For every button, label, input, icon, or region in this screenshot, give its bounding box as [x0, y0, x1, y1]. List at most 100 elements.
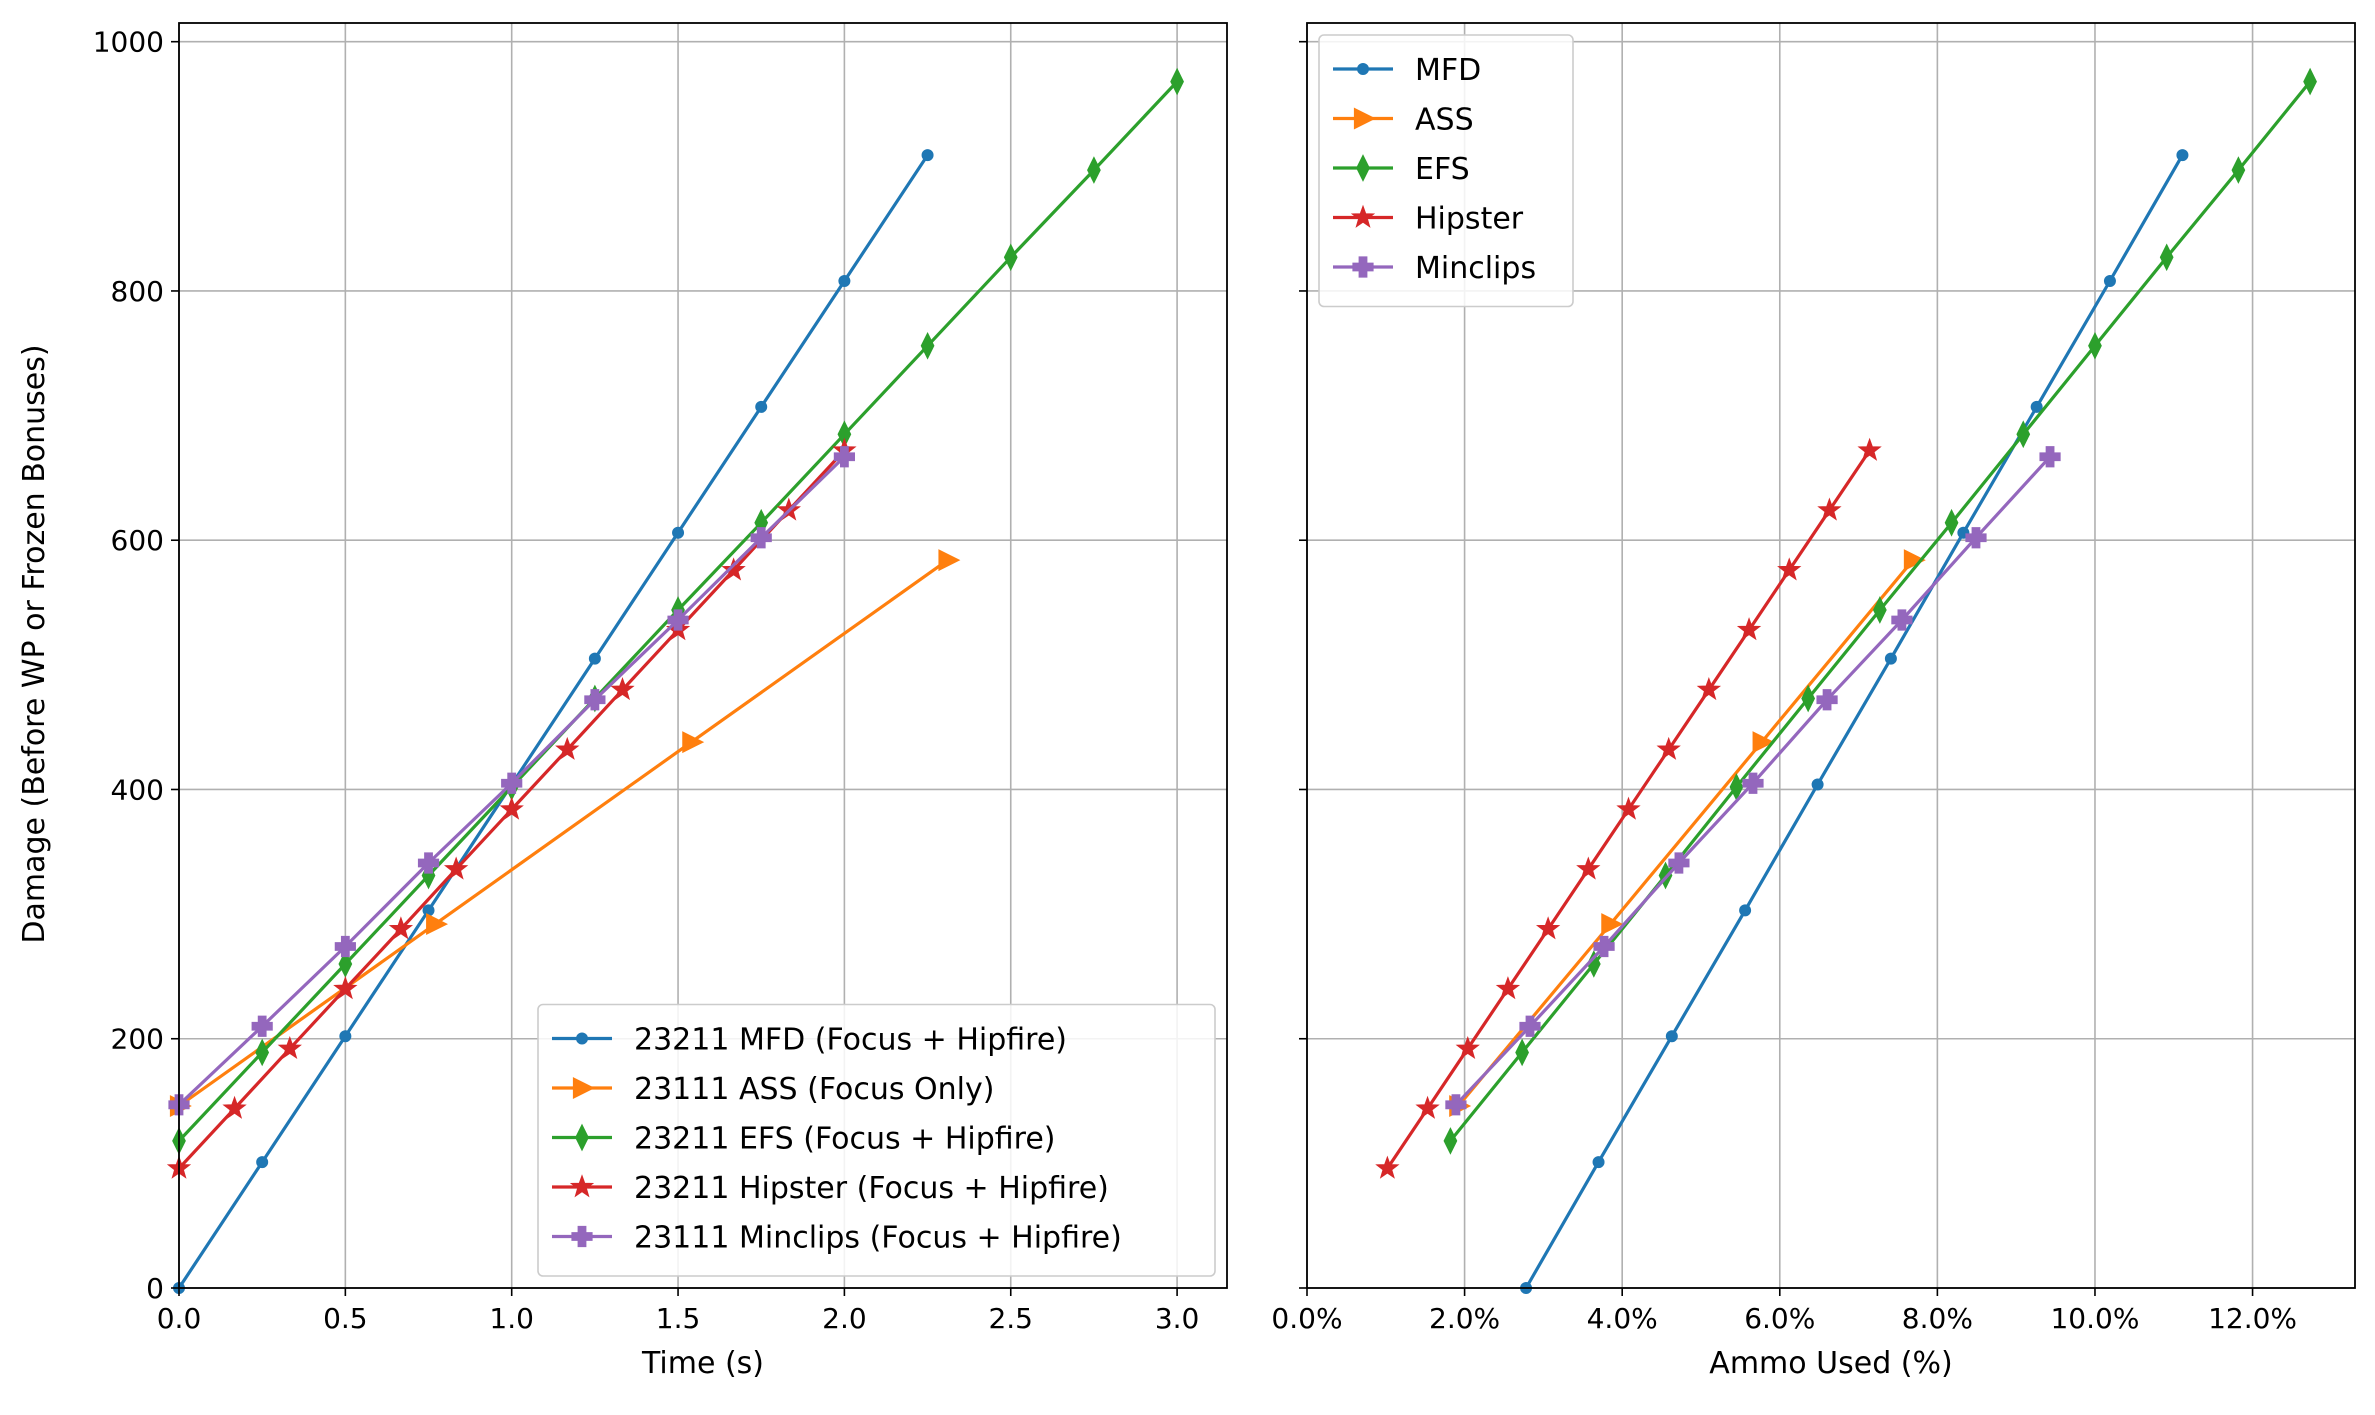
data-point [1752, 731, 1775, 754]
legend-item: 23111 ASS (Focus Only) [552, 1072, 994, 1107]
ticks: 0.0% 2.0% 4.0% 6.0% 8.0% 10.0% 12.0% [1271, 40, 2297, 1335]
x-tick-label: 3.0 [1155, 1302, 1200, 1335]
legend-label: Minclips [1415, 251, 1536, 286]
data-point [833, 446, 855, 468]
legend-item: MFD [1333, 53, 1481, 88]
data-point [1616, 796, 1641, 820]
data-point [1535, 916, 1561, 940]
y-tick-label: 600 [111, 524, 164, 557]
data-point [588, 652, 601, 665]
data-point [2303, 67, 2317, 96]
legend-label: 23111 ASS (Focus Only) [634, 1072, 994, 1107]
legend-item: 23211 EFS (Focus + Hipfire) [552, 1122, 1056, 1157]
data-point [277, 1035, 302, 1060]
data-point [1375, 1155, 1400, 1179]
data-point [1811, 778, 1824, 791]
legend-item: ASS [1333, 103, 1474, 138]
x-tick-label: 0.5 [323, 1302, 368, 1335]
x-tick-label: 4.0% [1587, 1302, 1658, 1335]
legend-item: 23211 Hipster (Focus + Hipfire) [552, 1171, 1109, 1206]
data-point [1443, 1127, 1458, 1155]
time-damage-panel: 0.0 0.5 1.0 1.5 2.0 2.5 3.0 0 200 400 600 800 1000 Ti… [93, 22, 1228, 1381]
data-point [1170, 67, 1184, 96]
data-point [938, 549, 961, 572]
data-point [921, 149, 934, 162]
x-tick-label: 10.0% [2050, 1302, 2139, 1335]
series-group [166, 67, 1184, 1294]
legend-item: Hipster [1333, 202, 1524, 237]
data-point [1965, 527, 1987, 549]
data-point [2030, 400, 2043, 413]
series-line [1457, 559, 1915, 1108]
legend-label: 23211 MFD (Focus + Hipfire) [634, 1023, 1067, 1058]
legend-marker [576, 1032, 588, 1045]
data-point [750, 527, 772, 549]
x-tick-label: 8.0% [1902, 1302, 1973, 1335]
data-point [721, 557, 746, 581]
data-point [501, 772, 523, 794]
data-point [1777, 557, 1802, 581]
legend-item: 23111 Minclips (Focus + Hipfire) [552, 1221, 1122, 1256]
data-point [672, 526, 685, 539]
legend-label: Hipster [1415, 202, 1524, 237]
legend-marker [575, 1123, 589, 1152]
data-point [2039, 446, 2061, 468]
legend-marker [1353, 107, 1376, 130]
data-point [1592, 1156, 1605, 1169]
data-point [334, 935, 356, 958]
y-tick-label: 400 [111, 773, 164, 806]
y-tick-label: 1000 [93, 26, 164, 59]
data-point [255, 1038, 270, 1067]
legend-box [1318, 34, 1574, 308]
series-23111-minclips-focus-hipfire- [168, 446, 855, 1116]
data-point [755, 400, 768, 413]
series-group [1375, 67, 2317, 1294]
data-point [251, 1015, 273, 1037]
data-point [1519, 1015, 1541, 1037]
data-point [422, 904, 435, 917]
data-point [555, 736, 580, 760]
data-point [2231, 156, 2246, 184]
legend-label: 23111 Minclips (Focus + Hipfire) [634, 1221, 1122, 1256]
x-tick-label: 1.5 [656, 1302, 701, 1335]
data-point [388, 916, 414, 940]
series-mfd [1520, 149, 2189, 1294]
data-point [1816, 689, 1838, 711]
data-point [1656, 736, 1681, 760]
x-tick-label: 6.0% [1744, 1302, 1815, 1335]
data-point [2103, 274, 2116, 287]
shared-ylabel: Damage (Before WP or Frozen Bonuses) [17, 344, 52, 943]
x-tick-label: 1.0 [489, 1302, 534, 1335]
data-point [256, 1156, 269, 1169]
x-axis-label: Time (s) [641, 1346, 764, 1381]
series-line [177, 154, 929, 1289]
data-point [1003, 243, 1018, 272]
x-tick-label: 2.5 [988, 1302, 1033, 1335]
x-tick-label: 0.0% [1271, 1302, 1342, 1335]
data-point [2088, 331, 2102, 360]
data-point [1668, 852, 1690, 874]
series-line [1524, 154, 2184, 1289]
legend-marker [1352, 256, 1374, 278]
data-point [1872, 596, 1887, 624]
x-tick-label: 0.0 [157, 1302, 202, 1335]
data-point [1445, 1094, 1467, 1116]
legend-label: MFD [1415, 53, 1481, 88]
data-point [1857, 437, 1882, 461]
data-point [1576, 856, 1601, 880]
data-point [1944, 508, 1959, 537]
data-point [1601, 913, 1624, 936]
legend-marker [569, 1174, 595, 1198]
y-tick-label: 200 [111, 1023, 164, 1056]
data-point [333, 976, 358, 1000]
data-point [2159, 243, 2174, 272]
legend-marker [1350, 204, 1376, 228]
data-point [499, 796, 524, 820]
legend-marker [1357, 63, 1369, 75]
data-point [838, 274, 851, 287]
y-tick-label: 800 [111, 275, 164, 308]
data-point [339, 1030, 352, 1043]
data-point [667, 609, 689, 631]
data-point [1742, 772, 1764, 794]
